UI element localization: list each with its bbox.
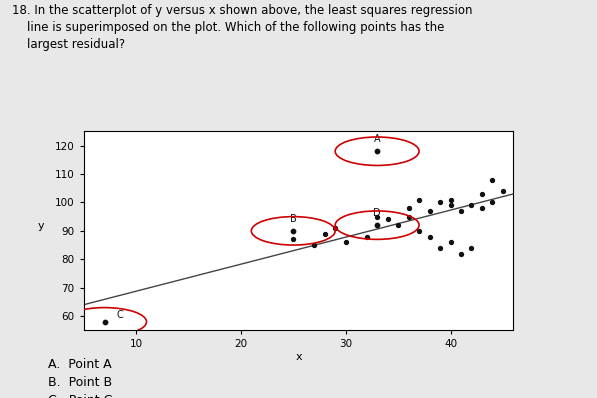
Point [425, 208, 435, 214]
Point [100, 319, 109, 325]
Point [467, 245, 476, 251]
Point [498, 188, 507, 194]
Point [383, 216, 392, 222]
Point [477, 191, 487, 197]
X-axis label: x: x [295, 352, 302, 362]
Point [404, 213, 413, 220]
Point [435, 199, 445, 206]
Text: B.  Point B: B. Point B [48, 376, 112, 389]
Text: A: A [374, 134, 380, 144]
Point [404, 205, 413, 211]
Point [456, 250, 466, 257]
Point [320, 230, 330, 237]
Text: C: C [117, 310, 124, 320]
Y-axis label: y: y [37, 221, 44, 231]
Point [393, 222, 403, 228]
Point [488, 176, 497, 183]
Point [425, 233, 435, 240]
Point [414, 228, 424, 234]
Text: D: D [373, 208, 381, 218]
Text: A.  Point A: A. Point A [48, 358, 112, 371]
Point [446, 202, 456, 209]
Point [477, 205, 487, 211]
Point [373, 222, 382, 228]
Point [414, 196, 424, 203]
Text: B: B [290, 214, 297, 224]
Point [456, 208, 466, 214]
Point [330, 225, 340, 231]
Point [341, 239, 350, 246]
Point [309, 242, 319, 248]
Text: 18. In the scatterplot of y versus x shown above, the least squares regression
 : 18. In the scatterplot of y versus x sho… [12, 4, 472, 51]
Point [446, 239, 456, 246]
Point [435, 245, 445, 251]
Point [362, 233, 371, 240]
Point [488, 199, 497, 206]
Point [467, 202, 476, 209]
Text: C.  Point C: C. Point C [48, 394, 112, 398]
Point [373, 213, 382, 220]
Point [288, 236, 298, 242]
Point [288, 228, 298, 234]
Point [446, 196, 456, 203]
Point [373, 148, 382, 154]
